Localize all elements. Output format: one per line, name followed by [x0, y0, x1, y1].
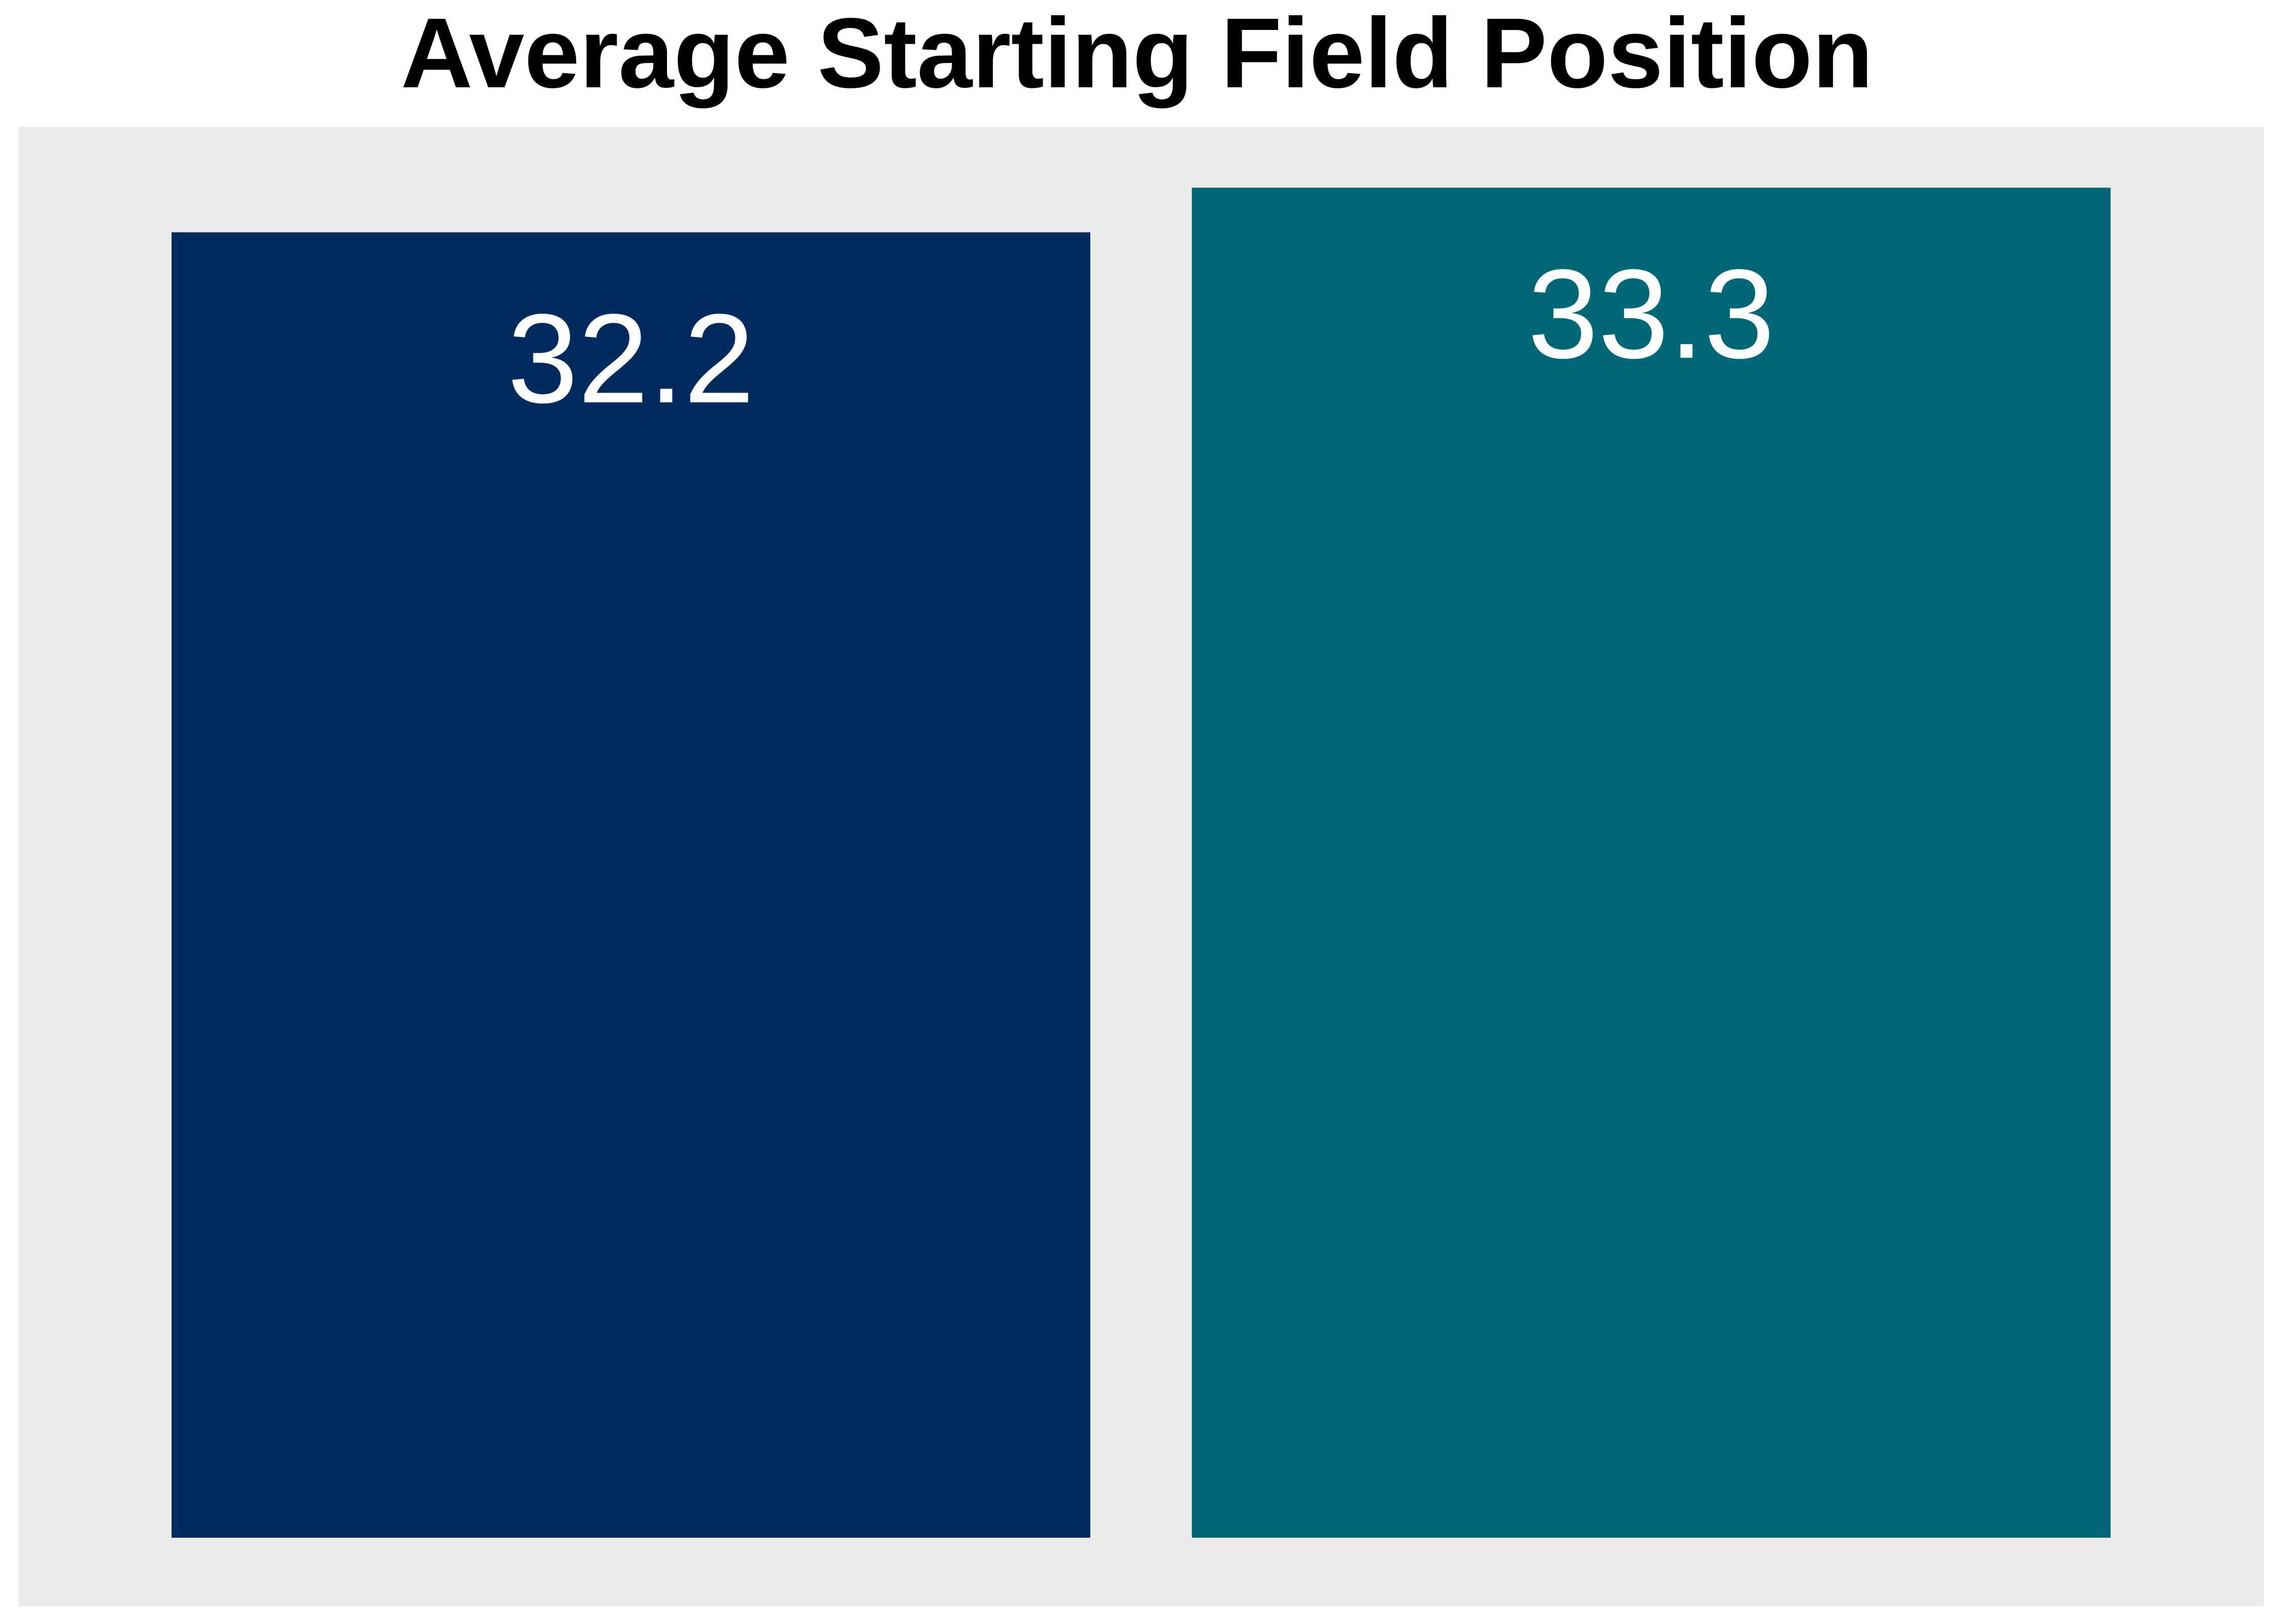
chart-title: Average Starting Field Position — [400, 0, 1874, 109]
bar-value-label-2: 33.3 — [1528, 243, 1775, 385]
bar-1 — [172, 232, 1090, 1538]
bar-2 — [1192, 187, 2111, 1538]
bars-layer — [172, 187, 2111, 1538]
value-labels-layer: 32.2 33.3 — [508, 243, 1775, 429]
bar-value-label-1: 32.2 — [508, 288, 755, 429]
